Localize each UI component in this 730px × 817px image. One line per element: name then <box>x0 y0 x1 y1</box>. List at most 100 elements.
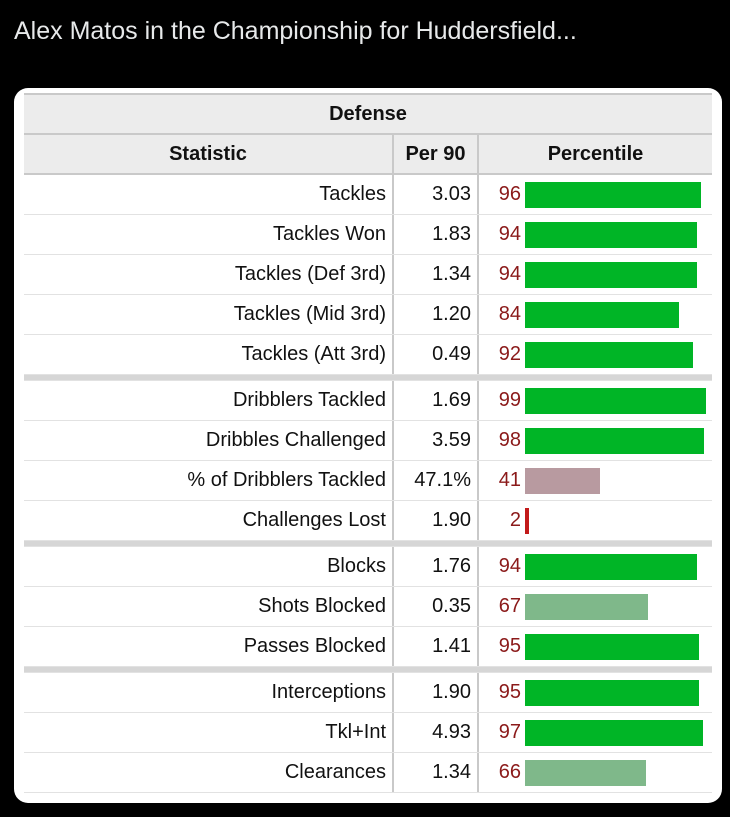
stat-name: Tackles (Mid 3rd) <box>24 295 394 334</box>
per90-value: 3.59 <box>394 421 479 460</box>
percentile-bar-track <box>525 759 708 786</box>
percentile-bar <box>525 221 697 248</box>
header-statistic: Statistic <box>24 135 394 173</box>
percentile-bar <box>525 387 706 414</box>
per90-value: 1.34 <box>394 255 479 294</box>
per90-value: 1.20 <box>394 295 479 334</box>
percentile-cell: 95 <box>479 673 712 712</box>
table-row: Dribbles Challenged 3.59 98 <box>24 421 712 461</box>
percentile-value: 2 <box>509 509 521 531</box>
table-row: Tackles Won 1.83 94 <box>24 215 712 255</box>
percentile-bar <box>525 427 704 454</box>
stat-name: Tackles (Att 3rd) <box>24 335 394 374</box>
table-row: Tackles 3.03 96 <box>24 175 712 215</box>
percentile-cell: 95 <box>479 627 712 666</box>
percentile-value: 66 <box>498 761 521 783</box>
per90-value: 1.69 <box>394 381 479 420</box>
table-row: Interceptions 1.90 95 <box>24 673 712 713</box>
header-percentile: Percentile <box>547 142 644 165</box>
percentile-bar-track <box>525 593 708 620</box>
stat-name: Tackles Won <box>24 215 394 254</box>
per90-value: 1.34 <box>394 753 479 792</box>
percentile-cell: 92 <box>479 335 712 374</box>
percentile-bar-track <box>525 719 708 746</box>
percentile-cell: 94 <box>479 215 712 254</box>
per90-value: 3.03 <box>394 175 479 214</box>
table-row: Challenges Lost 1.90 2 <box>24 501 712 541</box>
percentile-bar-track <box>525 341 708 368</box>
percentile-value: 84 <box>498 303 521 325</box>
percentile-cell: 94 <box>479 255 712 294</box>
stat-name: Dribblers Tackled <box>24 381 394 420</box>
per90-value: 47.1% <box>394 461 479 500</box>
percentile-value: 99 <box>498 389 521 411</box>
percentile-bar <box>525 719 703 746</box>
percentile-cell: 2 <box>479 501 712 540</box>
percentile-bar-track <box>525 387 708 414</box>
stat-name: Tkl+Int <box>24 713 394 752</box>
percentile-bar <box>525 679 699 706</box>
percentile-bar <box>525 181 701 208</box>
stats-table-image[interactable]: Defense Statistic Per 90 Percentile Tack… <box>14 88 722 803</box>
per90-value: 0.35 <box>394 587 479 626</box>
percentile-value: 94 <box>498 223 521 245</box>
percentile-bar <box>525 301 679 328</box>
stat-name: Tackles <box>24 175 394 214</box>
percentile-bar <box>525 593 648 620</box>
post-title: Alex Matos in the Championship for Hudde… <box>14 17 577 45</box>
stat-name: Challenges Lost <box>24 501 394 540</box>
percentile-value: 96 <box>498 183 521 205</box>
per90-value: 1.90 <box>394 501 479 540</box>
per90-value: 4.93 <box>394 713 479 752</box>
percentile-value: 98 <box>498 429 521 451</box>
percentile-bar-track <box>525 679 708 706</box>
per90-value: 1.90 <box>394 673 479 712</box>
percentile-bar <box>525 467 600 494</box>
percentile-cell: 94 <box>479 547 712 586</box>
stat-name: Blocks <box>24 547 394 586</box>
table-row: Clearances 1.34 66 <box>24 753 712 793</box>
percentile-cell: 99 <box>479 381 712 420</box>
table-row: Blocks 1.76 94 <box>24 547 712 587</box>
stat-name: Interceptions <box>24 673 394 712</box>
section-title: Defense <box>24 93 712 135</box>
table-row: % of Dribblers Tackled 47.1% 41 <box>24 461 712 501</box>
table-row: Tackles (Att 3rd) 0.49 92 <box>24 335 712 375</box>
stat-name: % of Dribblers Tackled <box>24 461 394 500</box>
percentile-bar-track <box>525 427 708 454</box>
header-per90: Per 90 <box>394 135 479 173</box>
percentile-value: 41 <box>498 469 521 491</box>
table-row: Dribblers Tackled 1.69 99 <box>24 381 712 421</box>
percentile-bar <box>525 759 646 786</box>
per90-value: 1.76 <box>394 547 479 586</box>
percentile-value: 67 <box>498 595 521 617</box>
per90-value: 0.49 <box>394 335 479 374</box>
percentile-cell: 41 <box>479 461 712 500</box>
percentile-bar <box>525 553 697 580</box>
stat-name: Dribbles Challenged <box>24 421 394 460</box>
percentile-bar <box>525 341 693 368</box>
table-row: Shots Blocked 0.35 67 <box>24 587 712 627</box>
group-separator <box>24 667 712 673</box>
percentile-cell: 84 <box>479 295 712 334</box>
percentile-bar-track <box>525 467 708 494</box>
stat-name: Tackles (Def 3rd) <box>24 255 394 294</box>
stat-name: Shots Blocked <box>24 587 394 626</box>
percentile-value: 92 <box>498 343 521 365</box>
defense-table: Defense Statistic Per 90 Percentile Tack… <box>24 93 712 793</box>
table-row: Tackles (Mid 3rd) 1.20 84 <box>24 295 712 335</box>
table-body: Tackles 3.03 96 Tackles Won 1.83 94 Tackles (D… <box>24 175 712 793</box>
percentile-cell: 98 <box>479 421 712 460</box>
percentile-value: 94 <box>498 555 521 577</box>
percentile-cell: 97 <box>479 713 712 752</box>
percentile-value: 95 <box>498 681 521 703</box>
percentile-bar-track <box>525 301 708 328</box>
percentile-value: 95 <box>498 635 521 657</box>
table-row: Passes Blocked 1.41 95 <box>24 627 712 667</box>
per90-value: 1.41 <box>394 627 479 666</box>
group-separator <box>24 541 712 547</box>
percentile-bar-track <box>525 507 708 534</box>
percentile-bar-track <box>525 553 708 580</box>
percentile-value: 94 <box>498 263 521 285</box>
percentile-bar <box>525 261 697 288</box>
